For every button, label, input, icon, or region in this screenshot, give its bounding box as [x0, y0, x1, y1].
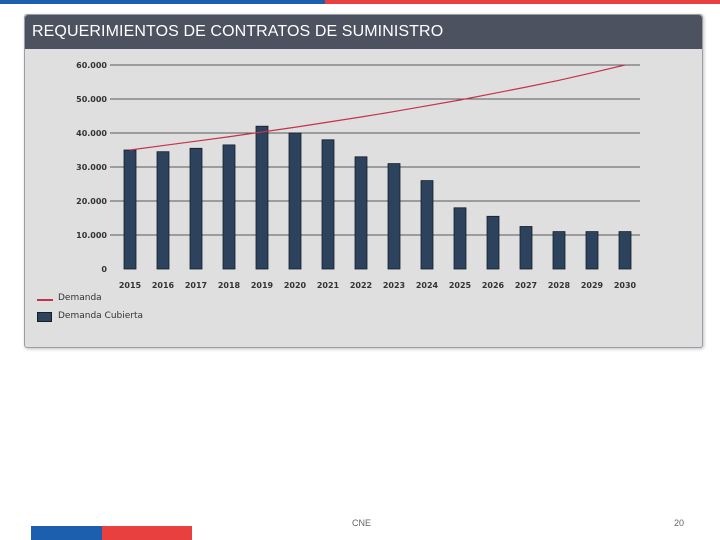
bar-2018 [222, 144, 236, 270]
footer-accent-blue [31, 526, 102, 540]
footer-source: CNE [352, 518, 372, 528]
x-tick-label: 2023 [383, 281, 405, 290]
x-axis-ticks: 2015 2016 2017 2018 2019 2020 2021 2022 2023 2024… [119, 281, 637, 290]
x-tick-label: 2019 [251, 281, 274, 290]
bar-2026 [486, 215, 500, 270]
y-tick-label: 60.000 [76, 61, 107, 70]
bar-2024 [420, 180, 434, 270]
top-accent-red [325, 0, 720, 4]
bar-2015 [123, 149, 137, 270]
bar-2019 [255, 125, 269, 270]
bars [123, 125, 632, 270]
y-tick-label: 40.000 [76, 129, 107, 138]
demand-line-layer [129, 64, 626, 151]
legend-swatch-bar [37, 312, 52, 322]
y-tick-label: 0 [101, 265, 107, 274]
page-title: REQUERIMIENTOS DE CONTRATOS DE SUMINISTR… [32, 23, 444, 40]
page-number: 20 [674, 518, 685, 528]
bar-2027 [519, 226, 533, 270]
x-tick-label: 2016 [152, 281, 175, 290]
y-tick-label: 30.000 [76, 163, 107, 172]
bar-2016 [156, 151, 170, 270]
chart: 60.000 50.000 40.000 30.000 20.000 10.000 0 20… [76, 61, 640, 290]
bar-2021 [321, 139, 335, 270]
x-tick-label: 2021 [317, 281, 340, 290]
bar-2023 [387, 163, 401, 270]
x-tick-label: 2026 [482, 281, 505, 290]
y-axis-ticks: 60.000 50.000 40.000 30.000 20.000 10.000 0 [76, 61, 107, 274]
x-tick-label: 2022 [350, 281, 372, 290]
legend-label-demanda-cubierta: Demanda Cubierta [58, 311, 144, 321]
legend-label-demanda: Demanda [58, 293, 102, 303]
bar-2017 [189, 147, 203, 270]
x-tick-label: 2030 [614, 281, 637, 290]
bar-2029 [585, 231, 599, 270]
gridlines [110, 64, 640, 236]
bar-2020 [288, 132, 302, 270]
x-tick-label: 2025 [449, 281, 472, 290]
y-tick-label: 50.000 [76, 95, 107, 104]
top-accent-blue [0, 0, 325, 4]
x-tick-label: 2028 [548, 281, 571, 290]
x-tick-label: 2029 [581, 281, 604, 290]
chart-panel: REQUERIMIENTOS DE CONTRATOS DE SUMINISTR… [24, 14, 703, 348]
x-tick-label: 2018 [218, 281, 241, 290]
demand-line [129, 64, 626, 151]
bar-2030 [618, 231, 632, 270]
bar-2028 [552, 231, 566, 270]
y-tick-label: 20.000 [76, 197, 107, 206]
bar-2022 [354, 156, 368, 270]
bar-2025 [453, 207, 467, 270]
top-accent-bar [0, 0, 720, 4]
x-tick-label: 2015 [119, 281, 142, 290]
x-tick-label: 2020 [284, 281, 307, 290]
title-bar: REQUERIMIENTOS DE CONTRATOS DE SUMINISTR… [25, 15, 702, 49]
x-tick-label: 2024 [416, 281, 439, 290]
footer-accent-red [102, 526, 192, 540]
x-tick-label: 2017 [185, 281, 207, 290]
x-tick-label: 2027 [515, 281, 537, 290]
y-tick-label: 10.000 [76, 231, 107, 240]
legend-swatch-line [37, 299, 53, 301]
